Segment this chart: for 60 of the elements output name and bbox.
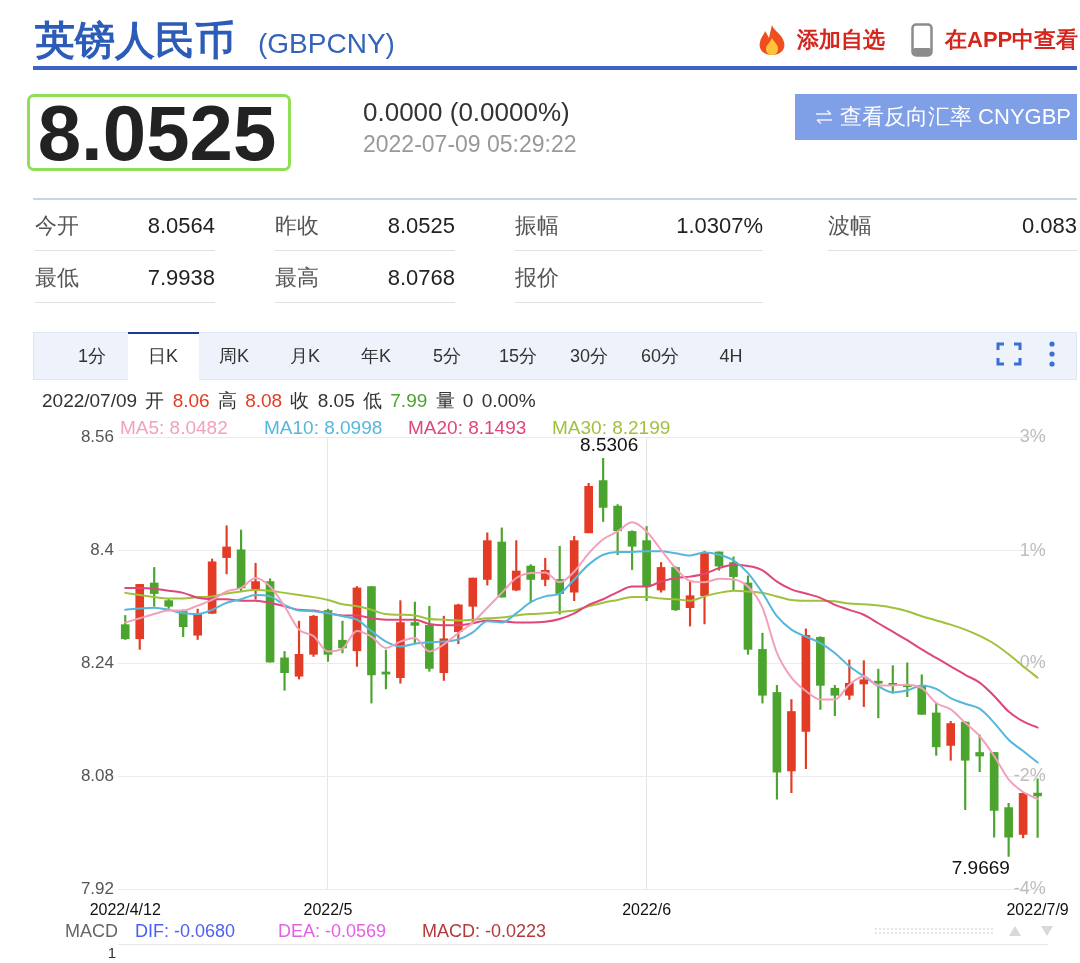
x-tick-label: 2022/7/9 (1006, 900, 1069, 918)
text: 0.0000 (0.0000%) (363, 96, 570, 128)
text: 在APP中查看 (945, 27, 1079, 53)
text: 60分 (640, 345, 680, 367)
y-tick-label: 8.24 (80, 653, 114, 673)
annotation: 7.9669 (951, 856, 1010, 878)
x-tick-label: 2022/5 (303, 900, 353, 918)
text: 8.0768 (387, 265, 455, 291)
text: 月K (289, 345, 321, 367)
text: DEA: -0.0569 (278, 920, 387, 942)
y2-tick-label: -2% (1013, 765, 1046, 786)
x-tick-label: 2022/4/12 (89, 900, 161, 918)
text: 收 8.05 低 (290, 390, 383, 411)
text: (GBPCNY) (258, 27, 395, 61)
text: 最低 (35, 265, 79, 291)
text: 报价 (515, 265, 559, 291)
x-tick-label: 2022/6 (622, 900, 672, 918)
text: 添加自选 (797, 27, 885, 53)
text: 量 0 0.00% (435, 390, 536, 411)
y-tick-label: 8.4 (90, 540, 114, 560)
text: 8.0564 (147, 213, 215, 239)
text: MACD: -0.0223 (422, 920, 547, 942)
text: 8.08 (245, 390, 283, 411)
text: 1 (107, 944, 116, 962)
text: 波幅 (828, 213, 872, 239)
text: 英镑人民币 (35, 17, 235, 64)
text: 今开 (35, 213, 79, 239)
text: 5分 (432, 345, 462, 367)
text: 查看反向汇率 CNYGBP (840, 104, 1072, 130)
text: 年K (360, 345, 392, 367)
text: 1分 (77, 345, 107, 367)
text: 高 (217, 390, 237, 411)
text: 周K (218, 345, 250, 367)
text: MA5: 8.0482 (120, 415, 228, 439)
text: MACD (65, 920, 118, 942)
text: 15分 (498, 345, 538, 367)
text: 0.083 (1021, 213, 1077, 239)
text: 最高 (275, 265, 319, 291)
text: DIF: -0.0680 (135, 920, 236, 942)
text: 8.0525 (387, 213, 455, 239)
text: 2022/07/09 开 (42, 390, 165, 411)
y2-tick-label: 3% (1019, 426, 1046, 447)
text: 1.0307% (676, 213, 763, 239)
text: 4H (719, 345, 743, 367)
text: 振幅 (515, 213, 559, 239)
y-tick-label: 8.56 (80, 427, 114, 447)
y-tick-label: 7.92 (80, 879, 114, 899)
y2-tick-label: 1% (1019, 539, 1046, 560)
text: 日K (147, 345, 179, 367)
y2-tick-label: -4% (1013, 878, 1046, 899)
text: 7.9938 (147, 265, 215, 291)
text: 昨收 (275, 213, 319, 239)
text: MA10: 8.0998 (264, 415, 383, 439)
y-tick-label: 8.08 (80, 766, 114, 786)
text: 8.06 (172, 390, 210, 411)
text: 7.99 (390, 390, 428, 411)
text: 30分 (569, 345, 609, 367)
text: MA20: 8.1493 (408, 415, 527, 439)
text: 8.0525 (37, 88, 277, 179)
text: 2022-07-09 05:29:22 (363, 130, 577, 158)
